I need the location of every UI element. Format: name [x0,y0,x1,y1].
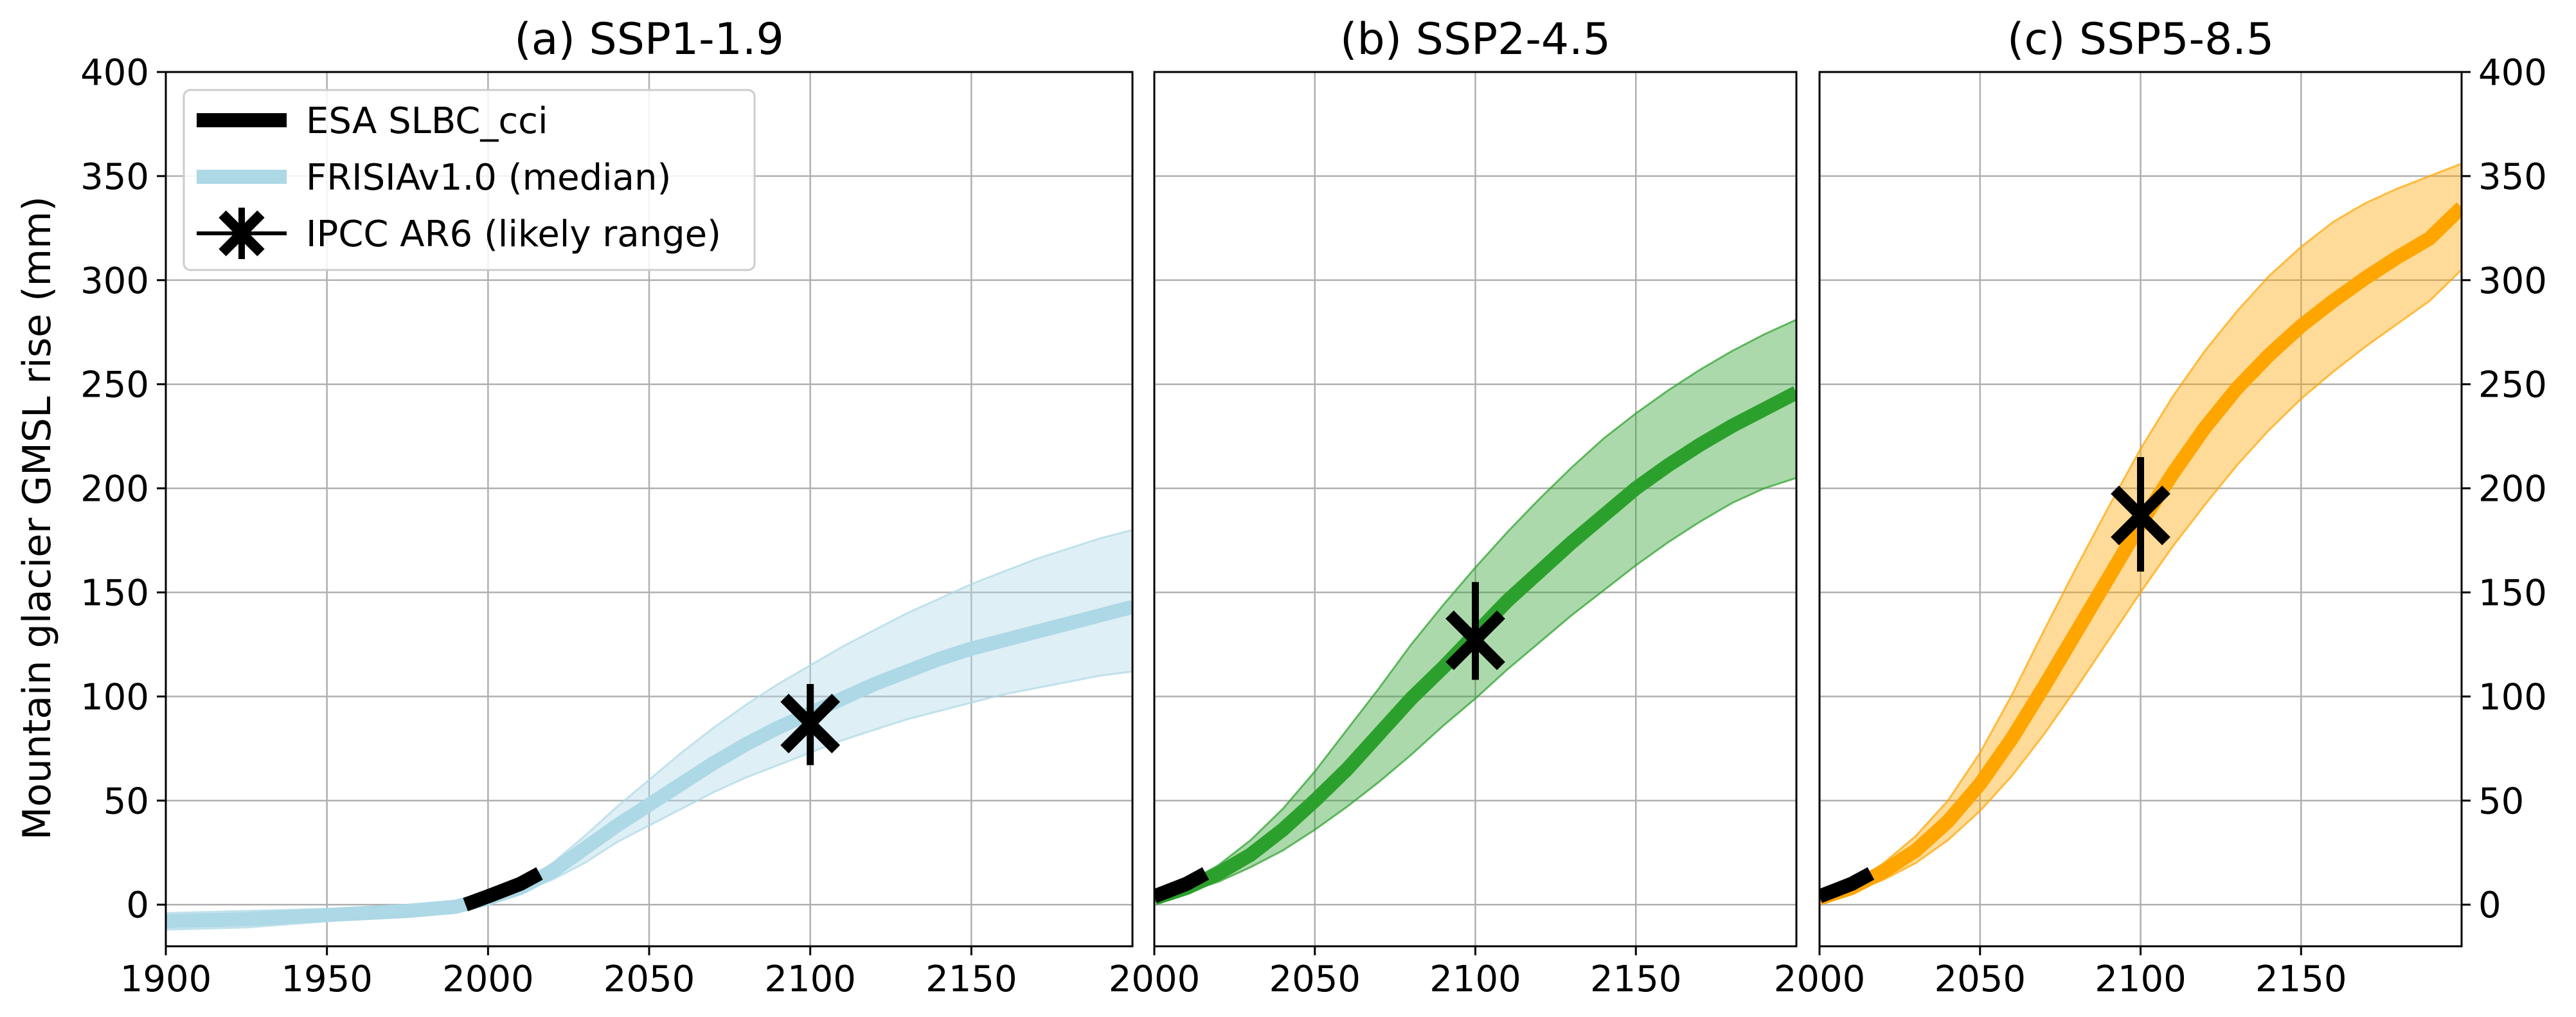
legend-label-esa: ESA SLBC_cci [306,100,548,142]
panel-c: 2000 2050 2100 2150 0 50 100 150 200 250 300 350 400… [1774,14,2547,1000]
y-tick-label-150-c: 150 [2478,573,2547,615]
observation-line-c [1820,867,1875,903]
y-tick-label-150-a: 150 [80,573,149,615]
median-line-a [166,600,1132,929]
y-tick-label-250-a: 250 [80,364,149,406]
x-tick-label-2150-a: 2150 [926,959,1017,1000]
y-tick-label-100-c: 100 [2478,676,2547,718]
x-tick-label-2100-c: 2100 [2095,959,2187,1000]
y-tick-label-400-a: 400 [80,52,149,94]
y-tick-label-350-c: 350 [2478,156,2547,198]
x-tick-label-2050-a: 2050 [604,959,695,1000]
plot-area-b [1154,318,1796,905]
panel-a: 1900 1950 2000 2050 2100 2150 0 50 100 150 200 250 3… [80,14,1134,1000]
y-tick-label-300-a: 300 [80,260,149,302]
panel-title-b: (b) SSP2-4.5 [1340,14,1611,65]
y-tick-label-50-a: 50 [103,780,149,822]
ipcc-marker-c [2111,457,2170,572]
legend-label-ipcc: IPCC AR6 (likely range) [306,213,721,255]
observation-line-a [463,867,543,912]
uncertainty-band-a [166,528,1132,931]
x-tick-label-1900-a: 1900 [120,959,212,1000]
legend-frame [183,89,756,271]
x-tick-label-2000-b: 2000 [1109,959,1201,1000]
x-tick-label-2150-c: 2150 [2255,959,2347,1000]
x-tick-label-2100-a: 2100 [764,959,856,1000]
y-tick-label-300-c: 300 [2478,260,2547,302]
panel-b: 2000 2050 2100 2150 (b) SSP2-4.5 [1109,14,1798,1000]
x-tick-label-2150-b: 2150 [1590,959,1682,1000]
ipcc-marker-b [1445,582,1505,680]
ipcc-x-stroke-2-a [780,694,841,753]
y-tick-label-200-a: 200 [80,469,149,510]
ipcc-marker-a [780,684,841,766]
legend-label-frisia: FRISIAv1.0 (median) [306,157,671,199]
x-tick-label-2050-c: 2050 [1934,959,2026,1000]
panel-title-c: (c) SSP5-8.5 [2007,14,2274,65]
plot-area-c [1820,162,2462,905]
panels-group: 1900 1950 2000 2050 2100 21500501001502002503… [80,14,2547,1000]
ipcc-x-stroke-2-b [1445,610,1505,670]
x-tick-label-1950-a: 1950 [281,959,373,1000]
y-tick-label-400-c: 400 [2478,52,2547,94]
panel-title-a: (a) SSP1-1.9 [514,14,784,65]
ipcc-x-stroke-2-c [2111,485,2170,546]
observation-line-b [1154,867,1210,903]
plot-area-a [166,528,1132,931]
legend-swatch-ipcc [197,208,287,259]
y-axis-label: Mountain glacier GMSL rise (mm) [15,196,60,840]
y-tick-label-250-c: 250 [2478,364,2547,406]
x-tick-label-2050-b: 2050 [1269,959,1361,1000]
x-tick-label-2000-c: 2000 [1774,959,1866,1000]
y-tick-label-350-a: 350 [80,156,149,198]
y-tick-label-50-c: 50 [2478,780,2524,822]
y-tick-label-0-a: 0 [126,885,149,926]
x-tick-label-2000-a: 2000 [442,959,534,1000]
y-tick-label-200-c: 200 [2478,469,2547,510]
x-tick-label-2100-b: 2100 [1429,959,1521,1000]
y-tick-label-100-a: 100 [80,676,149,718]
legend: ESA SLBC_cci FRISIAv1.0 (median) IPCC AR… [183,89,756,271]
y-tick-label-0-c: 0 [2478,885,2501,926]
